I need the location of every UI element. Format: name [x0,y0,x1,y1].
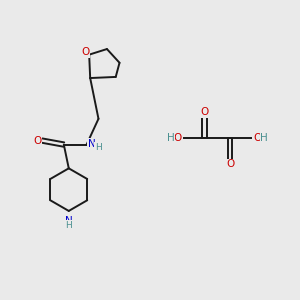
Text: O: O [226,159,234,170]
Text: O: O [33,136,41,146]
Text: H: H [95,142,102,152]
Text: O: O [81,47,89,57]
Text: H: H [167,133,174,143]
Text: O: O [200,107,208,117]
Text: H: H [260,133,268,143]
Text: O: O [253,133,261,143]
Text: N: N [65,216,73,226]
Text: H: H [65,221,72,230]
Text: N: N [88,139,96,148]
Text: O: O [173,133,182,143]
